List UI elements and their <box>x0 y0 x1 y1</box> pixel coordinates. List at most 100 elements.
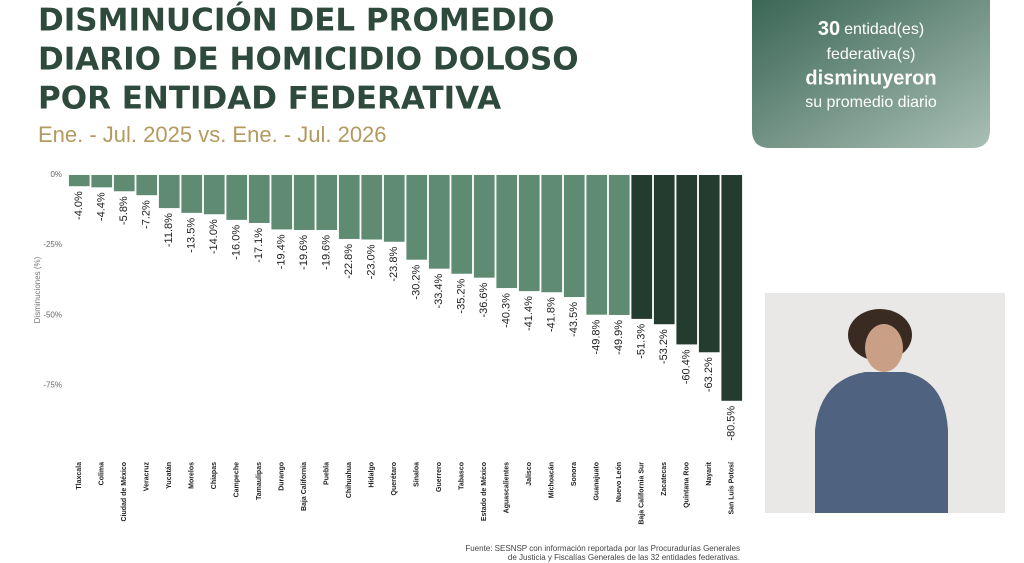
x-tick-label: Morelos <box>189 462 196 489</box>
x-tick-label: Colima <box>99 462 106 485</box>
y-tick-label: -75% <box>43 380 62 389</box>
bar <box>496 175 518 289</box>
bar <box>563 175 585 298</box>
x-tick-label: Jalisco <box>526 462 533 486</box>
x-tick-label: Tabasco <box>459 462 466 490</box>
value-label: -41.4% <box>523 296 535 331</box>
x-tick-label: Querétaro <box>391 462 398 495</box>
x-tick-label: Ciudad de México <box>121 462 128 522</box>
x-tick-label: Yucatán <box>166 462 173 489</box>
x-tick-label: San Luis Potosí <box>729 461 736 515</box>
summary-text: su promedio diario <box>805 94 937 111</box>
bar <box>473 175 495 278</box>
bar <box>113 175 135 192</box>
bar <box>541 175 563 293</box>
value-label: -4.0% <box>73 191 85 220</box>
value-label: -19.4% <box>276 234 288 269</box>
summary-box <box>752 0 990 148</box>
x-tick-label: Aguascalientes <box>504 462 511 513</box>
value-label: -14.0% <box>208 219 220 254</box>
subtitle: Ene. - Jul. 2025 vs. Ene. - Jul. 2026 <box>38 122 387 147</box>
value-label: -11.8% <box>163 213 175 247</box>
bar <box>698 175 720 353</box>
title-line: POR ENTIDAD FEDERATIVA <box>38 81 501 117</box>
x-tick-label: Sinaloa <box>414 462 421 487</box>
value-label: -23.8% <box>388 247 400 282</box>
bar <box>226 175 248 220</box>
x-tick-label: Baja California <box>301 462 308 511</box>
x-tick-label: Quintana Roo <box>684 462 691 508</box>
bar <box>653 175 675 325</box>
x-tick-label: Tlaxcala <box>76 462 83 490</box>
bar <box>181 175 203 213</box>
bar <box>338 175 360 239</box>
value-label: -17.1% <box>253 228 265 263</box>
summary-text: entidad(es) <box>844 21 924 38</box>
bar <box>91 175 113 188</box>
value-label: -23.0% <box>366 244 378 279</box>
value-label: -53.2% <box>658 329 670 364</box>
source: de Justicia y Fiscalías Generales de las… <box>508 553 740 562</box>
value-label: -63.2% <box>703 357 715 392</box>
x-tick-label: Hidalgo <box>369 462 376 488</box>
x-tick-label: Zacatecas <box>661 462 668 496</box>
x-tick-label: Veracruz <box>144 462 151 492</box>
interpreter-video <box>765 293 1005 513</box>
x-tick-label: Guerrero <box>436 462 443 492</box>
y-tick-label: -25% <box>43 240 62 249</box>
value-label: -4.4% <box>96 192 108 221</box>
x-tick-label: Michoacán <box>549 462 556 498</box>
x-tick-label: Sonora <box>571 462 578 486</box>
value-label: -13.5% <box>186 218 198 253</box>
x-tick-label: Campeche <box>234 462 241 498</box>
value-label: -40.3% <box>501 293 513 328</box>
bar <box>721 175 743 401</box>
x-tick-label: Nuevo León <box>616 462 623 502</box>
y-axis-label: Disminuciones (%) <box>33 256 42 323</box>
value-label: -5.8% <box>118 196 130 225</box>
value-label: -36.6% <box>478 282 490 317</box>
value-label: -30.2% <box>411 264 423 299</box>
x-tick-label: Estado de México <box>481 462 488 521</box>
x-tick-label: Guanajuato <box>594 462 601 501</box>
bar <box>518 175 540 292</box>
summary-text: federativa(s) <box>827 46 916 63</box>
bar <box>383 175 405 242</box>
value-label: -22.8% <box>343 244 355 279</box>
bar <box>406 175 428 260</box>
value-label: -7.2% <box>141 200 153 229</box>
y-tick-label: 0% <box>50 170 62 179</box>
bar <box>293 175 315 230</box>
value-label: -80.5% <box>726 406 738 441</box>
value-label: -19.6% <box>321 235 333 270</box>
value-label: -33.4% <box>433 273 445 308</box>
bar <box>136 175 158 196</box>
value-label: -43.5% <box>568 302 580 337</box>
value-label: -19.6% <box>298 235 310 270</box>
x-tick-label: Baja California Sur <box>639 462 646 525</box>
x-tick-label: Tamaulipas <box>256 462 263 500</box>
bar <box>248 175 270 223</box>
summary-text: disminuyeron <box>805 67 936 89</box>
value-label: -41.8% <box>546 297 558 332</box>
summary-line: 30 entidad(es) <box>818 18 924 40</box>
x-tick-label: Durango <box>279 462 286 491</box>
x-tick-label: Chiapas <box>211 462 218 489</box>
y-tick-label: -50% <box>43 310 62 319</box>
value-label: -51.3% <box>636 324 648 359</box>
x-tick-label: Puebla <box>324 462 331 485</box>
value-label: -49.8% <box>591 319 603 354</box>
bar <box>428 175 450 269</box>
bar <box>631 175 653 319</box>
bar <box>676 175 698 345</box>
summary-count: 30 <box>818 18 840 40</box>
source: Fuente: SESNSP con información reportada… <box>465 544 740 553</box>
bar <box>608 175 630 315</box>
bar <box>586 175 608 315</box>
bar <box>68 175 90 187</box>
bar <box>451 175 473 274</box>
title-line: DISMINUCIÓN DEL PROMEDIO <box>38 2 555 39</box>
value-label: -16.0% <box>231 225 243 260</box>
title-line: DIARIO DE HOMICIDIO DOLOSO <box>38 42 579 78</box>
